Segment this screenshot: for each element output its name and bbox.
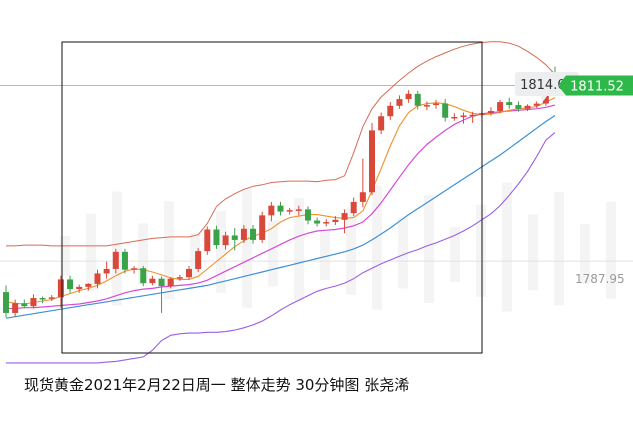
ma-slow-line	[5, 114, 556, 319]
candle	[332, 219, 339, 223]
watermark-bar	[476, 204, 486, 297]
candle	[67, 279, 74, 290]
candle	[195, 251, 202, 269]
candle	[112, 251, 119, 269]
watermark-bar	[450, 227, 460, 282]
watermark-bar	[372, 185, 382, 310]
candle	[286, 210, 293, 212]
candle	[533, 103, 540, 106]
highlight-frame	[61, 41, 483, 354]
watermark-bar	[294, 198, 304, 302]
candle	[405, 93, 412, 100]
candle	[268, 205, 275, 216]
candle	[167, 278, 174, 287]
watermark-bar	[528, 214, 538, 291]
lower-band-line	[6, 132, 556, 364]
candle	[259, 215, 266, 240]
candle	[231, 235, 238, 240]
watermark-bar	[268, 220, 278, 287]
candle	[451, 116, 458, 119]
candle	[524, 105, 531, 109]
candle	[222, 235, 229, 246]
candle	[240, 228, 247, 240]
candle	[506, 102, 513, 106]
watermark-bar	[138, 223, 148, 285]
candle	[3, 292, 9, 313]
candles-group	[3, 66, 558, 318]
watermark-bar	[502, 182, 512, 312]
upper-band-line	[6, 41, 556, 247]
candle	[176, 277, 183, 279]
background-watermark	[60, 182, 616, 312]
candle	[140, 268, 147, 284]
candle	[76, 286, 83, 290]
watermark-bar	[320, 230, 330, 280]
candle	[497, 102, 504, 112]
current-price-text: 1811.52	[570, 80, 624, 95]
candle	[423, 105, 430, 107]
high-price-tag-pointer	[540, 96, 547, 101]
watermark-bar	[580, 224, 590, 284]
candle	[341, 213, 348, 220]
watermark-bar	[86, 213, 96, 291]
watermark-bar	[216, 210, 226, 293]
candle	[12, 303, 19, 313]
watermark-bar	[164, 201, 174, 300]
right-axis-level-label: 1787.95	[575, 272, 625, 286]
candle	[359, 192, 366, 202]
candle	[442, 103, 449, 118]
candle	[131, 268, 138, 270]
candle	[369, 130, 375, 193]
candle	[460, 115, 467, 117]
watermark-bar	[60, 236, 70, 276]
current-price-badge-box	[558, 75, 633, 96]
chart-caption: 现货黄金2021年2月22日周一 整体走势 30分钟图 张尧浠	[24, 376, 410, 394]
candle	[396, 99, 403, 106]
current-price-badge: 1811.52	[558, 75, 633, 96]
candle	[121, 251, 128, 270]
candle	[149, 278, 156, 284]
candle	[323, 222, 330, 224]
candle	[250, 228, 257, 240]
candle	[158, 278, 165, 287]
candle	[414, 93, 421, 106]
watermark-bar	[112, 191, 122, 306]
candle	[487, 111, 494, 114]
candle	[103, 268, 110, 274]
candle	[277, 205, 284, 212]
candle	[30, 298, 37, 307]
candle	[304, 209, 311, 221]
watermark-bar	[606, 201, 616, 299]
candle	[314, 220, 321, 224]
candle	[213, 229, 220, 246]
candle	[48, 297, 55, 299]
candle	[57, 279, 64, 298]
candle	[378, 116, 385, 131]
candle	[204, 229, 211, 252]
candle	[39, 298, 46, 300]
watermark-bar	[554, 192, 564, 306]
watermark-bar	[346, 207, 356, 295]
high-price-tag-text: 1814.07	[520, 78, 574, 93]
candle	[21, 303, 28, 307]
candle	[387, 105, 394, 117]
candle	[515, 105, 522, 109]
candle	[469, 114, 476, 117]
watermark-bar	[242, 188, 252, 308]
candle	[433, 103, 440, 106]
watermark-bar	[398, 217, 408, 289]
candle	[94, 273, 101, 284]
candle	[186, 268, 192, 278]
candle	[350, 201, 357, 214]
candle	[85, 283, 92, 287]
watermark-bar	[424, 195, 434, 304]
watermark-bar	[190, 233, 200, 278]
candle	[295, 209, 302, 211]
